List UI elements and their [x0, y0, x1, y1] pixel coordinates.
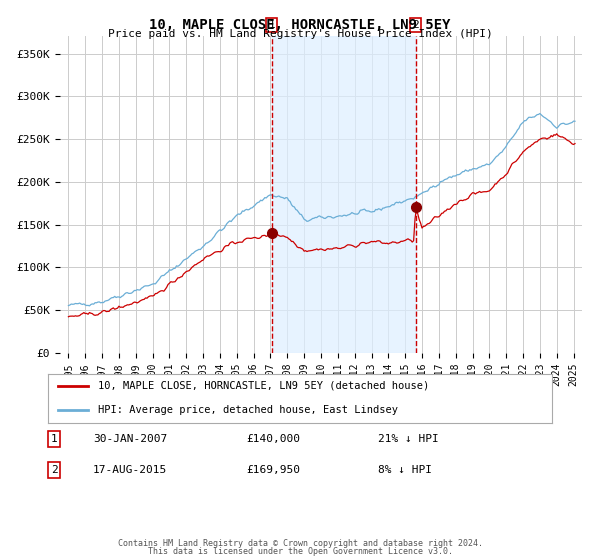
- Text: 8% ↓ HPI: 8% ↓ HPI: [378, 465, 432, 475]
- Text: Price paid vs. HM Land Registry's House Price Index (HPI): Price paid vs. HM Land Registry's House …: [107, 29, 493, 39]
- Text: 10, MAPLE CLOSE, HORNCASTLE, LN9 5EY: 10, MAPLE CLOSE, HORNCASTLE, LN9 5EY: [149, 18, 451, 32]
- Text: Contains HM Land Registry data © Crown copyright and database right 2024.: Contains HM Land Registry data © Crown c…: [118, 539, 482, 548]
- Text: 21% ↓ HPI: 21% ↓ HPI: [378, 434, 439, 444]
- Text: 17-AUG-2015: 17-AUG-2015: [93, 465, 167, 475]
- Text: 2: 2: [412, 20, 419, 30]
- Text: 2: 2: [50, 465, 58, 475]
- Text: £169,950: £169,950: [246, 465, 300, 475]
- Text: 10, MAPLE CLOSE, HORNCASTLE, LN9 5EY (detached house): 10, MAPLE CLOSE, HORNCASTLE, LN9 5EY (de…: [98, 381, 430, 391]
- Text: £140,000: £140,000: [246, 434, 300, 444]
- Text: 30-JAN-2007: 30-JAN-2007: [93, 434, 167, 444]
- Text: HPI: Average price, detached house, East Lindsey: HPI: Average price, detached house, East…: [98, 405, 398, 416]
- Text: This data is licensed under the Open Government Licence v3.0.: This data is licensed under the Open Gov…: [148, 547, 452, 556]
- Text: 1: 1: [50, 434, 58, 444]
- Text: 1: 1: [268, 20, 275, 30]
- Bar: [272, 36, 416, 353]
